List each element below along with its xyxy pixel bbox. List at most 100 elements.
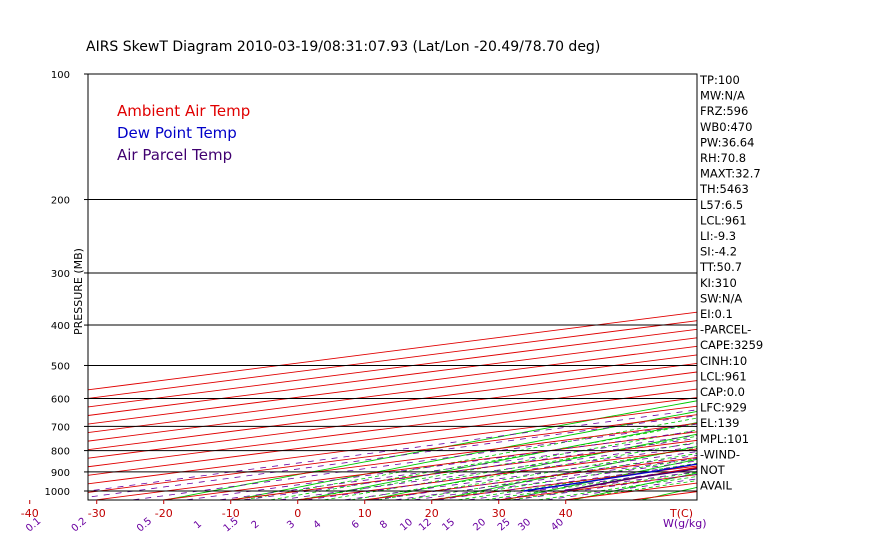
x-tick-label: -30 bbox=[88, 507, 106, 520]
index-readout: PW:36.64 bbox=[700, 135, 754, 149]
index-readout: TH:5463 bbox=[699, 182, 749, 196]
mixing-ratio-label: 10 bbox=[398, 517, 415, 534]
mixing-ratio-unit-label: W(g/kg) bbox=[663, 517, 707, 530]
y-tick-label: 1000 bbox=[45, 487, 70, 498]
dry-adiabat-line bbox=[166, 400, 697, 500]
index-readout: EI:0.1 bbox=[700, 307, 733, 321]
legend-entry: Ambient Air Temp bbox=[117, 102, 250, 120]
index-readout: MPL:101 bbox=[700, 432, 749, 446]
index-readout: KI:310 bbox=[700, 276, 737, 290]
index-readout: NOT bbox=[700, 463, 726, 477]
moist-adiabat-line bbox=[512, 471, 697, 500]
mixing-ratio-line bbox=[493, 471, 697, 500]
y-tick-label: 800 bbox=[51, 447, 70, 458]
y-tick-label: 600 bbox=[51, 394, 70, 405]
index-readout: -WIND- bbox=[700, 447, 740, 461]
legend-entry: Dew Point Temp bbox=[117, 124, 237, 142]
index-readout: SI:-4.2 bbox=[700, 245, 737, 259]
dry-adiabat-line bbox=[234, 411, 697, 500]
mixing-ratio-label: 8 bbox=[378, 519, 390, 532]
dry-adiabat-line bbox=[846, 65, 870, 500]
isotherm-line bbox=[88, 362, 697, 442]
index-readout: MAXT:32.7 bbox=[700, 167, 761, 181]
index-readout: TT:50.7 bbox=[699, 260, 742, 274]
mixing-ratio-line bbox=[395, 458, 697, 500]
x-tick-label: -10 bbox=[222, 507, 240, 520]
isotherm-line bbox=[96, 422, 697, 500]
mixing-ratio-line bbox=[513, 473, 697, 500]
air-parcel-temp-line bbox=[563, 468, 697, 492]
isotherm-line bbox=[88, 405, 697, 485]
moist-adiabat-line bbox=[431, 458, 697, 500]
index-readout: AVAIL bbox=[700, 479, 733, 493]
index-readout: L57:6.5 bbox=[700, 198, 743, 212]
isotherm-line bbox=[297, 448, 697, 500]
x-tick-label: 20 bbox=[425, 507, 439, 520]
dry-adiabat-line bbox=[778, 65, 870, 500]
index-readout: CAPE:3259 bbox=[700, 338, 763, 352]
x-tick-label: -20 bbox=[155, 507, 173, 520]
isotherm-line bbox=[364, 457, 697, 500]
y-tick-label: 900 bbox=[51, 468, 70, 479]
mixing-ratio-label: 0.5 bbox=[135, 516, 154, 535]
x-tick-label: 30 bbox=[492, 507, 506, 520]
y-tick-label: 700 bbox=[51, 422, 70, 433]
x-tick-label: 0 bbox=[294, 507, 301, 520]
mixing-ratio-label: 3 bbox=[285, 519, 297, 532]
mixing-ratio-label: 15 bbox=[440, 517, 457, 534]
index-readout: MW:N/A bbox=[700, 89, 745, 103]
isotherm-line bbox=[498, 474, 697, 500]
mixing-ratio-label: 4 bbox=[312, 519, 324, 532]
dry-adiabat-line bbox=[301, 422, 697, 500]
mixing-ratio-label: 2 bbox=[250, 519, 262, 532]
index-readout: LCL:961 bbox=[700, 213, 747, 227]
index-readout: CAP:0.0 bbox=[700, 385, 745, 399]
plot-frame bbox=[87, 73, 698, 501]
moist-adiabat-line bbox=[458, 462, 697, 500]
index-readout: SW:N/A bbox=[700, 291, 742, 305]
x-tick-label: 40 bbox=[559, 507, 573, 520]
x-axis-unit-label: T(C) bbox=[669, 507, 693, 520]
moist-adiabat-line bbox=[324, 435, 697, 500]
y-tick-label: 200 bbox=[51, 196, 70, 207]
index-readout: -PARCEL- bbox=[700, 323, 751, 337]
index-readout: RH:70.8 bbox=[700, 151, 746, 165]
mixing-ratio-line bbox=[437, 463, 697, 500]
legend-entry: Air Parcel Temp bbox=[117, 146, 232, 164]
y-tick-label: 300 bbox=[51, 269, 70, 280]
index-readout: EL:139 bbox=[700, 416, 740, 430]
isotherm-line bbox=[88, 414, 697, 493]
dry-adiabat-line bbox=[369, 433, 697, 500]
x-tick-label: 10 bbox=[358, 507, 372, 520]
y-tick-label: 500 bbox=[51, 361, 70, 372]
isotherm-line bbox=[88, 388, 697, 468]
moist-adiabat-line bbox=[270, 423, 697, 500]
mixing-ratio-label: 6 bbox=[350, 519, 362, 532]
isotherm-line bbox=[431, 465, 697, 500]
isotherm-line bbox=[163, 431, 697, 500]
mixing-ratio-label: 1 bbox=[192, 519, 204, 532]
index-readout: CINH:10 bbox=[700, 354, 747, 368]
index-readout: FRZ:596 bbox=[700, 104, 748, 118]
index-readout: WB0:470 bbox=[700, 120, 752, 134]
mixing-ratio-label: 20 bbox=[471, 517, 488, 534]
y-tick-label: 400 bbox=[51, 321, 70, 332]
isotherm-line bbox=[88, 380, 697, 459]
isotherm-line bbox=[88, 371, 697, 451]
x-tick-label: -40 bbox=[21, 507, 39, 520]
isotherm-line bbox=[230, 439, 697, 500]
dry-adiabat-line bbox=[505, 458, 697, 500]
mixing-ratio-label: 30 bbox=[516, 517, 533, 534]
mixing-ratio-line bbox=[546, 478, 697, 500]
mixing-ratio-label: 0.2 bbox=[70, 516, 89, 535]
dry-adiabat-line bbox=[437, 446, 697, 500]
index-readout: LI:-9.3 bbox=[700, 229, 736, 243]
isotherm-line bbox=[88, 397, 697, 476]
chart-title: AIRS SkewT Diagram 2010-03-19/08:31:07.9… bbox=[86, 39, 600, 55]
mixing-ratio-line bbox=[373, 455, 697, 500]
index-readout: LFC:929 bbox=[700, 401, 747, 415]
y-axis-label: PRESSURE (MB) bbox=[72, 248, 85, 335]
mixing-ratio-line bbox=[468, 467, 697, 500]
mixing-ratio-line bbox=[414, 460, 697, 500]
